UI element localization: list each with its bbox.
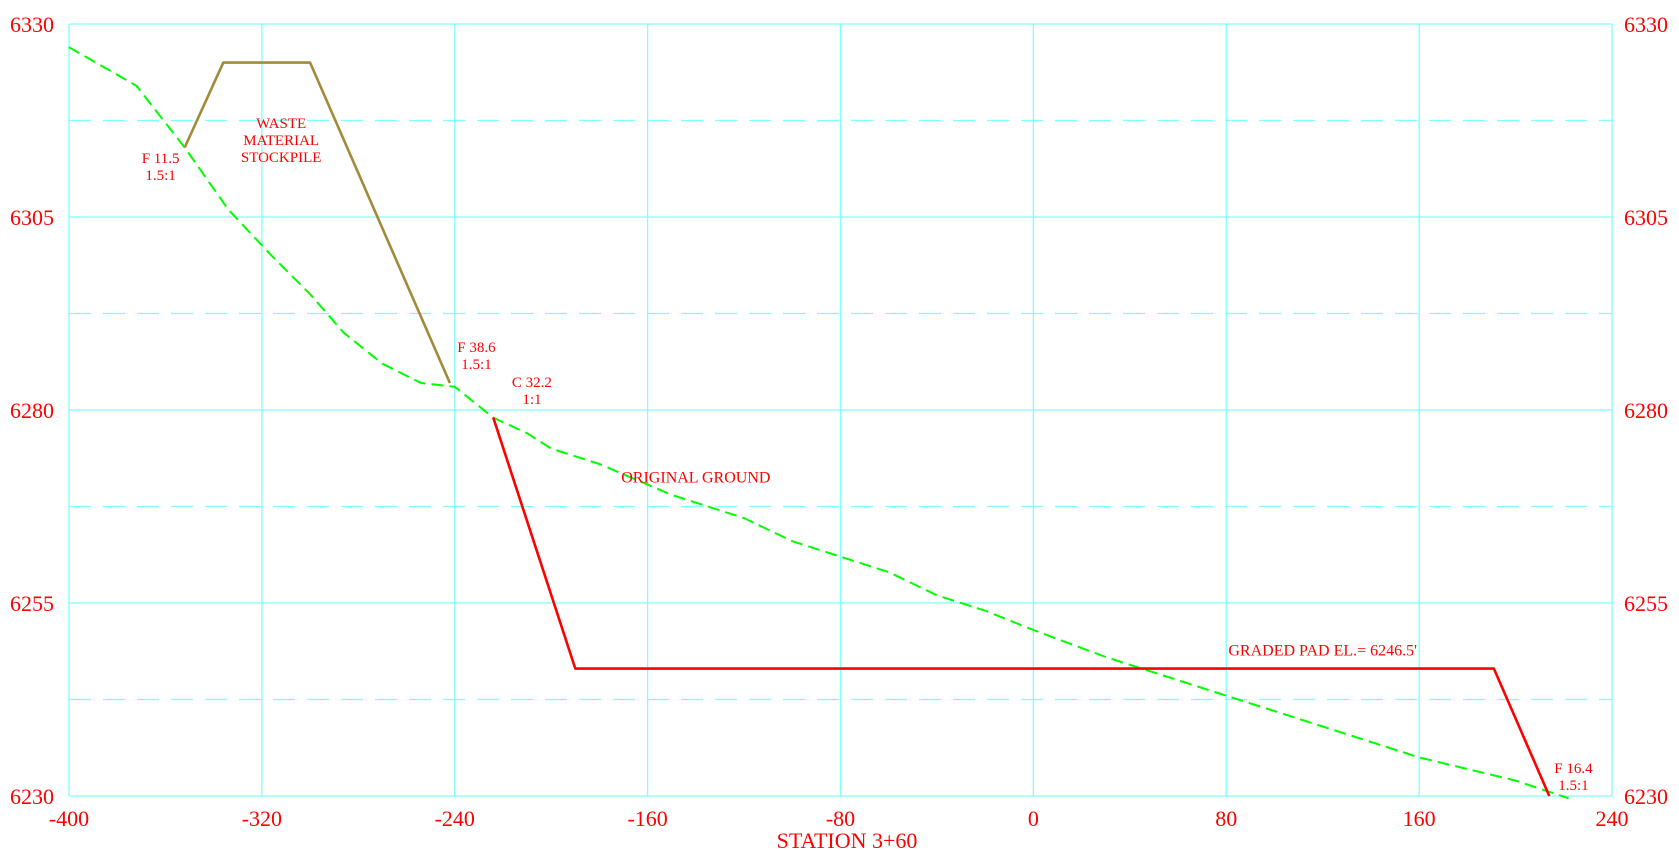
y-tick-label-left: 6255: [10, 591, 54, 616]
x-tick-label: -320: [242, 806, 282, 831]
annotation-waste-material: STOCKPILE: [241, 150, 322, 166]
y-tick-label-right: 6305: [1624, 205, 1668, 230]
annotation-waste-material: MATERIAL: [243, 133, 319, 149]
annotation-c-32-2: C 32.2: [512, 375, 552, 391]
annotation-original-ground: ORIGINAL GROUND: [621, 470, 770, 487]
annotation-f-11-5: F 11.5: [142, 151, 180, 167]
series-line-original-ground: [68, 46, 1569, 800]
x-tick-label: -400: [49, 806, 89, 831]
series-line-stockpile: [183, 61, 452, 384]
x-tick-label: 80: [1215, 806, 1237, 831]
series-layer: [68, 46, 1569, 800]
annotation-waste-material: WASTE: [256, 116, 306, 132]
annotation-f-16-4: F 16.4: [1554, 761, 1593, 777]
y-tick-label-right: 6255: [1624, 591, 1668, 616]
series-line-pad-section: [492, 417, 1551, 797]
y-tick-label-left: 6280: [10, 398, 54, 423]
x-tick-label: -80: [826, 806, 855, 831]
annotation-f-38-6: F 38.6: [457, 340, 496, 356]
y-tick-label-right: 6330: [1624, 12, 1668, 37]
y-tick-label-right: 6230: [1624, 784, 1668, 809]
annotation-f-16-4: 1.5:1: [1558, 778, 1588, 794]
annotation-f-38-6: 1.5:1: [461, 357, 491, 373]
annotation-f-11-5: 1.5:1: [145, 168, 175, 184]
y-tick-label-right: 6280: [1624, 398, 1668, 423]
y-tick-label-left: 6330: [10, 12, 54, 37]
annotation-c-32-2: 1:1: [522, 392, 541, 408]
y-tick-label-left: 6305: [10, 205, 54, 230]
x-tick-label: 0: [1028, 806, 1039, 831]
x-tick-label: 240: [1596, 806, 1629, 831]
x-tick-label: -240: [435, 806, 475, 831]
x-tick-label: 160: [1403, 806, 1436, 831]
y-tick-label-left: 6230: [10, 784, 54, 809]
annotation-graded-pad: GRADED PAD EL.= 6246.5': [1228, 642, 1417, 659]
x-axis-title: STATION 3+60: [777, 828, 918, 850]
x-tick-label: -160: [627, 806, 667, 831]
grid: [68, 23, 1613, 797]
